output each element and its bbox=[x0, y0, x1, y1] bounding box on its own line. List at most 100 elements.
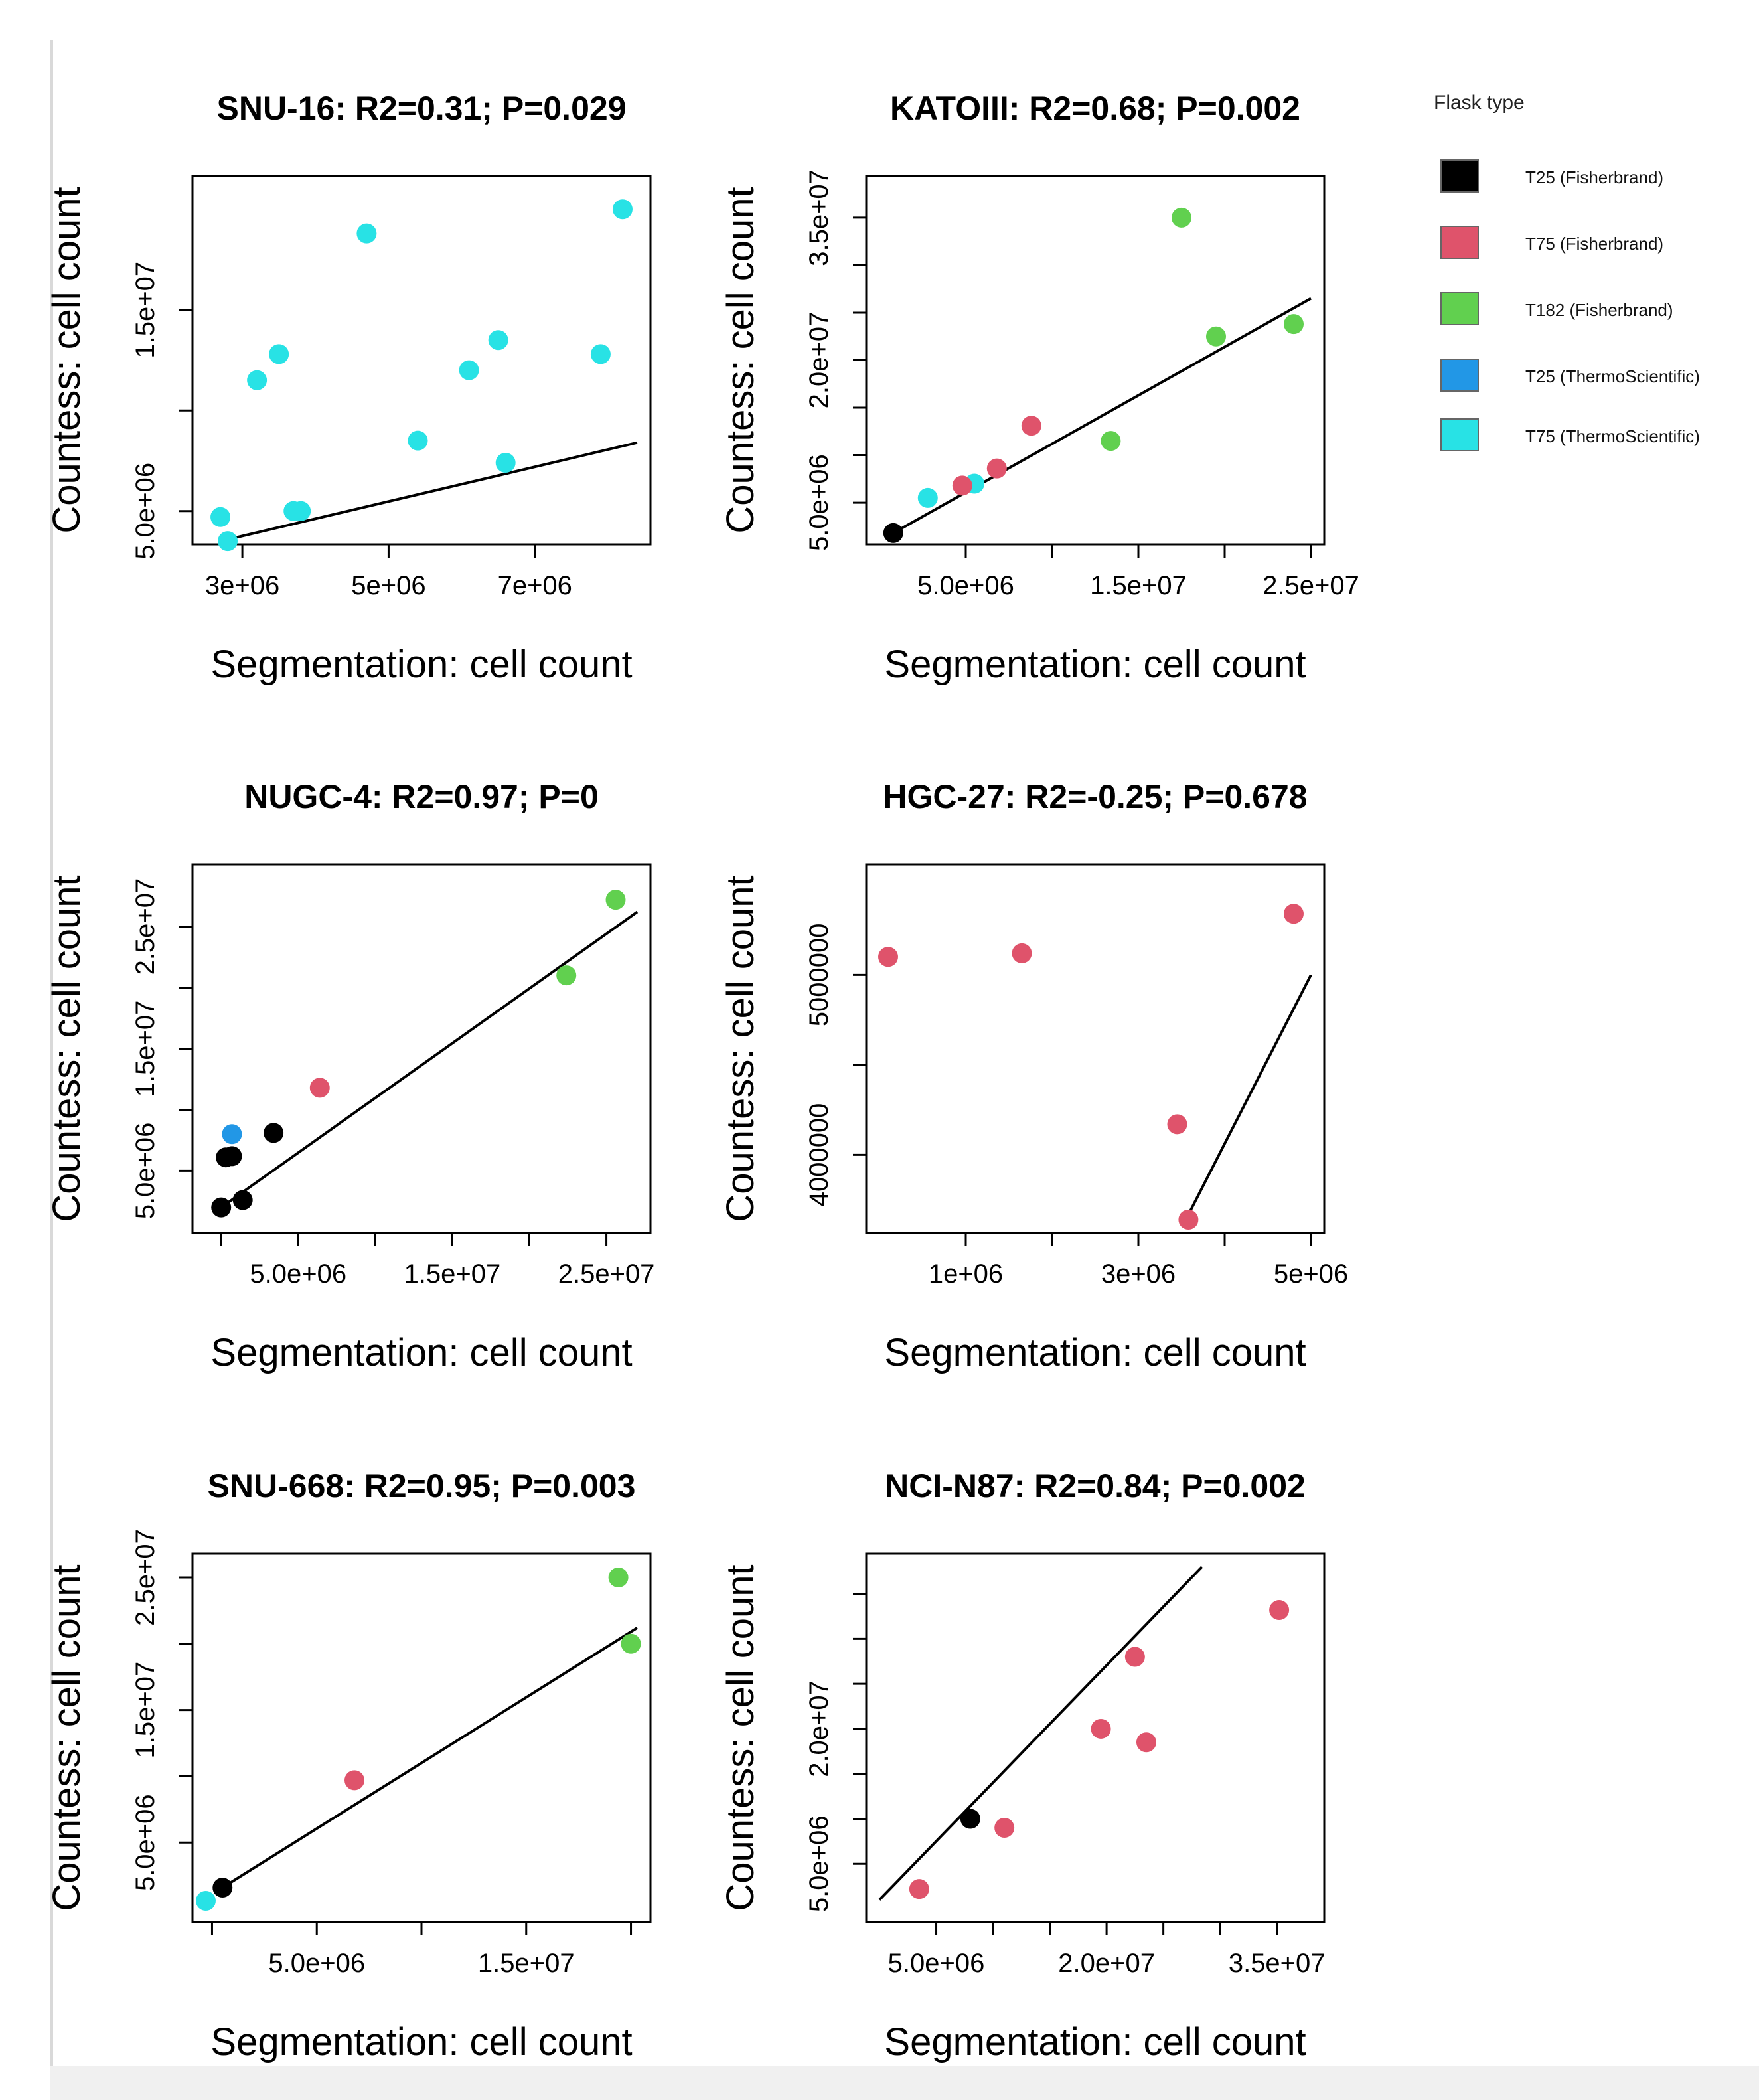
x-tick-label: 1e+06 bbox=[929, 1259, 1003, 1289]
y-tick-label: 5.0e+06 bbox=[131, 1794, 160, 1891]
y-tick-label: 4000000 bbox=[804, 1103, 834, 1207]
data-point bbox=[1091, 1718, 1111, 1739]
data-point bbox=[222, 1124, 242, 1145]
left-edge-rule bbox=[50, 40, 53, 2085]
x-tick-label: 2.5e+07 bbox=[558, 1259, 655, 1289]
regression-line bbox=[220, 441, 638, 543]
data-point bbox=[264, 1123, 284, 1143]
chart-title: SNU-16: R2=0.31; P=0.029 bbox=[216, 90, 626, 127]
data-point bbox=[1124, 1647, 1145, 1667]
x-tick-label: 3e+06 bbox=[1101, 1259, 1176, 1289]
y-tick-label: 2.0e+07 bbox=[804, 1680, 834, 1777]
legend-item: T75 (ThermoScientific) bbox=[1440, 418, 1759, 458]
legend-swatch bbox=[1440, 359, 1479, 392]
data-point bbox=[1178, 1210, 1199, 1230]
legend-swatch bbox=[1440, 418, 1479, 451]
data-point bbox=[952, 475, 972, 496]
legend-label: T25 (ThermoScientific) bbox=[1525, 366, 1700, 386]
x-tick-label: 7e+06 bbox=[498, 571, 572, 600]
legend-item: T25 (ThermoScientific) bbox=[1440, 359, 1759, 398]
legend-item: T75 (Fisherbrand) bbox=[1440, 226, 1759, 266]
data-point bbox=[1284, 314, 1304, 335]
chart-title: NUGC-4: R2=0.97; P=0 bbox=[244, 778, 599, 815]
y-tick-label: 5.0e+06 bbox=[131, 463, 160, 560]
x-axis-label: Segmentation: cell count bbox=[884, 643, 1306, 686]
data-point bbox=[621, 1633, 641, 1654]
x-tick-label: 2.0e+07 bbox=[1058, 1949, 1155, 1978]
data-point bbox=[909, 1879, 929, 1899]
bottom-strip bbox=[50, 2066, 1759, 2100]
legend-item: T182 (Fisherbrand) bbox=[1440, 292, 1759, 332]
plot-frame bbox=[191, 175, 652, 546]
x-tick-label: 1.5e+07 bbox=[404, 1259, 501, 1289]
data-point bbox=[960, 1809, 980, 1829]
regression-line bbox=[222, 1627, 639, 1889]
data-point bbox=[408, 430, 428, 451]
data-point bbox=[309, 1078, 330, 1098]
x-tick-label: 5.0e+06 bbox=[250, 1259, 346, 1289]
plot-frame bbox=[865, 863, 1326, 1234]
y-tick-label: 5.0e+06 bbox=[804, 1815, 834, 1912]
x-tick-label: 5.0e+06 bbox=[888, 1949, 985, 1978]
x-tick-label: 5.0e+06 bbox=[268, 1949, 365, 1978]
data-point bbox=[291, 501, 311, 521]
x-tick-label: 5e+06 bbox=[351, 571, 425, 600]
legend-swatch bbox=[1440, 159, 1479, 193]
data-point bbox=[878, 947, 898, 967]
regression-line bbox=[878, 1566, 1203, 1901]
x-tick-label: 5e+06 bbox=[1274, 1259, 1348, 1289]
y-axis-label: Countess: cell count bbox=[45, 1564, 88, 1911]
y-tick-label: 1.5e+07 bbox=[131, 1662, 160, 1759]
legend: Flask type T25 (Fisherbrand) T75 (Fisher… bbox=[1427, 86, 1759, 485]
data-point bbox=[356, 223, 377, 244]
legend-swatch bbox=[1440, 226, 1479, 259]
data-point bbox=[1269, 1600, 1290, 1621]
data-point bbox=[212, 1878, 233, 1898]
x-axis-label: Segmentation: cell count bbox=[210, 643, 632, 686]
y-tick-label: 5000000 bbox=[804, 924, 834, 1027]
y-axis-label: Countess: cell count bbox=[45, 187, 88, 533]
data-point bbox=[883, 523, 903, 543]
data-point bbox=[232, 1190, 253, 1210]
x-tick-label: 3.5e+07 bbox=[1229, 1949, 1326, 1978]
x-tick-label: 5.0e+06 bbox=[917, 571, 1014, 600]
legend-item: T25 (Fisherbrand) bbox=[1440, 159, 1759, 199]
y-axis-label: Countess: cell count bbox=[719, 187, 762, 533]
data-point bbox=[994, 1818, 1015, 1838]
y-tick-label: 2.5e+07 bbox=[131, 878, 160, 975]
legend-label: T75 (Fisherbrand) bbox=[1525, 234, 1664, 254]
x-axis-label: Segmentation: cell count bbox=[210, 2020, 632, 2063]
y-axis-label: Countess: cell count bbox=[719, 1564, 762, 1911]
x-tick-label: 3e+06 bbox=[205, 571, 279, 600]
data-point bbox=[210, 507, 231, 527]
chart-title: NCI-N87: R2=0.84; P=0.002 bbox=[885, 1467, 1306, 1504]
chart-title: HGC-27: R2=-0.25; P=0.678 bbox=[883, 778, 1307, 815]
data-point bbox=[269, 344, 289, 364]
y-tick-label: 5.0e+06 bbox=[804, 454, 834, 551]
regression-line bbox=[220, 910, 639, 1209]
y-tick-label: 3.5e+07 bbox=[804, 169, 834, 266]
data-point bbox=[247, 370, 268, 390]
data-point bbox=[986, 458, 1007, 479]
data-point bbox=[556, 965, 577, 986]
data-point bbox=[218, 531, 238, 552]
y-tick-label: 5.0e+06 bbox=[131, 1123, 160, 1220]
data-point bbox=[1206, 326, 1226, 347]
data-point bbox=[459, 360, 479, 380]
x-tick-label: 2.5e+07 bbox=[1262, 571, 1359, 600]
legend-swatch bbox=[1440, 292, 1479, 325]
data-point bbox=[488, 330, 508, 351]
data-point bbox=[605, 890, 626, 910]
x-axis-label: Segmentation: cell count bbox=[884, 2020, 1306, 2063]
data-point bbox=[1101, 431, 1121, 451]
y-tick-label: 2.5e+07 bbox=[131, 1529, 160, 1626]
plot-frame bbox=[865, 1552, 1326, 1923]
x-axis-label: Segmentation: cell count bbox=[210, 1331, 632, 1374]
legend-label: T75 (ThermoScientific) bbox=[1525, 426, 1700, 446]
chart-title: SNU-668: R2=0.95; P=0.003 bbox=[208, 1467, 636, 1504]
y-tick-label: 1.5e+07 bbox=[131, 1001, 160, 1097]
chart-title: KATOIII: R2=0.68; P=0.002 bbox=[890, 90, 1300, 127]
data-point bbox=[1284, 904, 1304, 924]
x-axis-label: Segmentation: cell count bbox=[884, 1331, 1306, 1374]
